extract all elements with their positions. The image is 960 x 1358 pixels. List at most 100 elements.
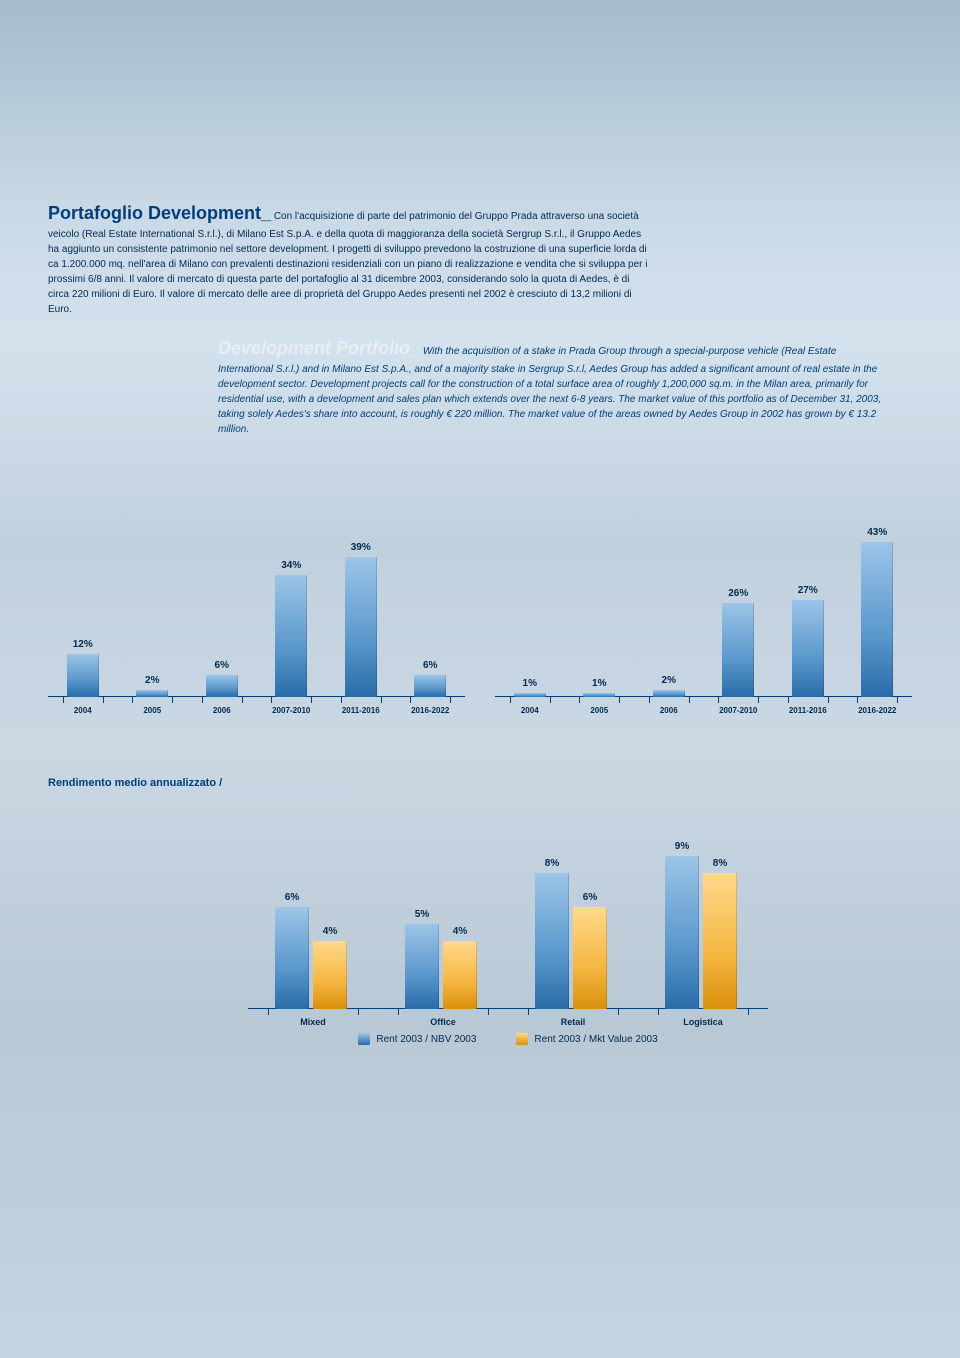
heading-en: Development Portfolio_: [218, 338, 420, 358]
bar-wrap: [406, 675, 454, 697]
bar-wrap: [128, 690, 176, 697]
subheading-en: Average annual return: [225, 777, 342, 789]
tick: [488, 1009, 489, 1015]
tick: [857, 697, 858, 703]
axis-category-label: 2016-2022: [395, 706, 465, 715]
axis-category-label: 2016-2022: [842, 706, 912, 715]
bar-group: 5%4%: [405, 924, 477, 1009]
tick: [358, 1009, 359, 1015]
bar: [275, 907, 309, 1009]
english-text-block: Development Portfolio_ With the acquisit…: [218, 335, 888, 437]
chart-axis: [495, 696, 912, 697]
bar-value-label: 8%: [690, 858, 750, 869]
tick: [748, 1009, 749, 1015]
bar-wrap: [198, 675, 246, 697]
bar-value-label: 1%: [569, 678, 629, 689]
chart-left: 12%20042%20056%200634%2007-201039%2011-2…: [48, 507, 465, 717]
subheading-it: Rendimento medio annualizzato: [48, 777, 216, 789]
bar: [514, 693, 546, 697]
tick: [410, 697, 411, 703]
tick: [103, 697, 104, 703]
tick: [268, 1009, 269, 1015]
bar-value-label: 8%: [522, 858, 582, 869]
tick: [828, 697, 829, 703]
bar-wrap: [506, 693, 554, 697]
bar: [345, 557, 377, 697]
bar-wrap: [59, 654, 107, 697]
bar: [206, 675, 238, 697]
axis-category-label: 2005: [564, 706, 634, 715]
tick: [897, 697, 898, 703]
bar-value-label: 27%: [778, 585, 838, 596]
bar-group: 6%4%: [275, 907, 347, 1009]
tick: [311, 697, 312, 703]
tick: [398, 1009, 399, 1015]
bar: [414, 675, 446, 697]
bar-value-label: 2%: [122, 675, 182, 686]
axis-category-label: 2007-2010: [703, 706, 773, 715]
bar: [67, 654, 99, 697]
bar-wrap: [645, 690, 693, 697]
charts-row: 12%20042%20056%200634%2007-201039%2011-2…: [48, 507, 912, 717]
bar: [703, 873, 737, 1009]
tick: [689, 697, 690, 703]
bar-value-label: 43%: [847, 527, 907, 538]
bar-value-label: 4%: [300, 926, 360, 937]
tick: [242, 697, 243, 703]
bar-value-label: 5%: [392, 909, 452, 920]
tick: [718, 697, 719, 703]
legend: Rent 2003 / NBV 2003 Rent 2003 / Mkt Val…: [248, 1033, 768, 1045]
axis-category-label: 2004: [495, 706, 565, 715]
axis-category-label: 2004: [48, 706, 118, 715]
tick: [528, 1009, 529, 1015]
tick: [579, 697, 580, 703]
bar-value-label: 26%: [708, 588, 768, 599]
bar-slot: 6%: [573, 907, 607, 1009]
bar-value-label: 9%: [652, 841, 712, 852]
axis-category-label: Office: [388, 1017, 498, 1027]
tick: [758, 697, 759, 703]
legend-label: Rent 2003 / NBV 2003: [376, 1034, 476, 1045]
tick: [550, 697, 551, 703]
legend-label: Rent 2003 / Mkt Value 2003: [534, 1034, 657, 1045]
bar: [861, 542, 893, 697]
document-page: Portafoglio Development_ Con l'acquisizi…: [0, 0, 960, 1069]
bar-value-label: 2%: [639, 675, 699, 686]
axis-category-label: 2006: [634, 706, 704, 715]
legend-item: Rent 2003 / NBV 2003: [358, 1033, 476, 1045]
bar: [722, 603, 754, 697]
tick: [658, 1009, 659, 1015]
axis-category-label: 2011-2016: [773, 706, 843, 715]
bar: [573, 907, 607, 1009]
axis-category-label: Logistica: [648, 1017, 758, 1027]
bar-wrap: [267, 575, 315, 697]
bar: [443, 941, 477, 1009]
legend-swatch-icon: [358, 1033, 370, 1045]
bar-slot: 8%: [703, 873, 737, 1009]
axis-category-label: Mixed: [258, 1017, 368, 1027]
tick: [271, 697, 272, 703]
bar-wrap: [784, 600, 832, 697]
axis-category-label: 2007-2010: [256, 706, 326, 715]
italian-text-block: Portafoglio Development_ Con l'acquisizi…: [48, 200, 912, 317]
tick: [132, 697, 133, 703]
tick: [172, 697, 173, 703]
subheading: Rendimento medio annualizzato / Average …: [48, 777, 912, 789]
bar-value-label: 4%: [430, 926, 490, 937]
bar: [136, 690, 168, 697]
bar-wrap: [575, 693, 623, 697]
subheading-sep: /: [216, 777, 225, 789]
bar-value-label: 6%: [192, 660, 252, 671]
tick: [649, 697, 650, 703]
bar-wrap: [714, 603, 762, 697]
bar: [313, 941, 347, 1009]
bar: [653, 690, 685, 697]
axis-category-label: 2011-2016: [326, 706, 396, 715]
bar: [275, 575, 307, 697]
bar: [583, 693, 615, 697]
paragraph-en: With the acquisition of a stake in Prada…: [218, 346, 881, 435]
tick: [381, 697, 382, 703]
bar-slot: 6%: [275, 907, 309, 1009]
bar-value-label: 6%: [400, 660, 460, 671]
bar-slot: 4%: [313, 941, 347, 1009]
